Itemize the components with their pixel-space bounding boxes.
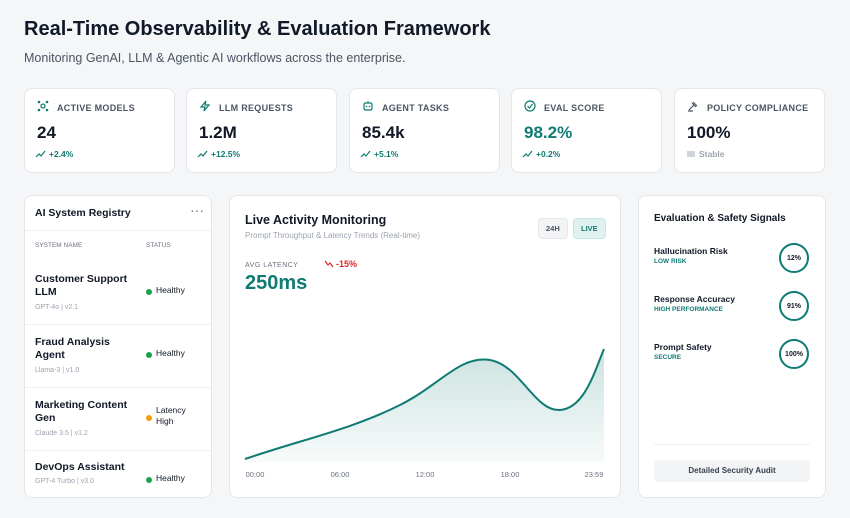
system-status: Healthy [156, 473, 185, 483]
audit-button[interactable]: Detailed Security Audit [654, 460, 810, 482]
metric-label: AVG LATENCY [245, 262, 299, 269]
live-button[interactable]: LIVE [573, 218, 606, 239]
kpi-value: 1.2M [199, 123, 237, 142]
signal-name: Response Accuracy [654, 294, 735, 304]
system-model: GPT-4 Turbo | v3.0 [35, 478, 95, 485]
kpi-label: AGENT TASKS [382, 103, 450, 113]
kpi-value: 100% [687, 123, 731, 142]
kpi-card: AGENT TASKS 85.4k +5.1% [349, 88, 500, 173]
icon [522, 150, 533, 158]
card-subtitle: Prompt Throughput & Latency Trends (Real… [245, 231, 421, 240]
icon [687, 151, 695, 157]
status-dot [146, 415, 152, 421]
system-model: GPT-4o | v2.1 [35, 304, 79, 311]
kpi-change: +5.1% [374, 149, 399, 159]
icon [35, 150, 46, 158]
kpi-label: ACTIVE MODELS [57, 103, 135, 113]
system-name: DevOps Assistant [35, 461, 125, 473]
page-title: Real-Time Observability & Evaluation Fra… [24, 18, 491, 40]
signal-name: Hallucination Risk [654, 246, 728, 256]
x-axis-label: 18:00 [500, 470, 520, 479]
signal-gauge: 12% [779, 243, 809, 273]
card-title: AI System Registry [35, 207, 131, 219]
x-axis-label: 12:00 [415, 470, 435, 479]
x-axis-label: 23:59 [584, 470, 604, 479]
icon [363, 101, 373, 111]
trend-down-icon [324, 260, 334, 268]
system-name: Marketing Content Gen [35, 399, 128, 424]
x-axis-label: 06:00 [330, 470, 350, 479]
system-status: Latency High [156, 405, 186, 426]
row-divider [25, 387, 211, 388]
icon [688, 101, 698, 112]
signal-name: Prompt Safety [654, 342, 712, 352]
status-dot [146, 477, 152, 483]
kpi-card: ACTIVE MODELS 24 +2.4% [24, 88, 175, 173]
registry-card: AI System Registry ··· SYSTEM NAME STATU… [24, 195, 212, 498]
metric-value: 250ms [245, 272, 308, 294]
x-axis-label: 00:00 [245, 470, 265, 479]
range-button[interactable]: 24H [538, 218, 568, 239]
kpi-label: LLM REQUESTS [219, 103, 294, 113]
more-button[interactable]: ··· [190, 202, 204, 218]
column-header: STATUS [146, 242, 171, 249]
status-dot [146, 289, 152, 295]
kpi-card: EVAL SCORE 98.2% +0.2% [511, 88, 662, 173]
system-status: Healthy [156, 348, 185, 358]
system-name: Customer Support LLM [35, 273, 128, 298]
column-header: SYSTEM NAME [35, 242, 83, 249]
kpi-value: 24 [37, 123, 56, 142]
kpi-change: Stable [699, 149, 725, 159]
signal-gauge: 100% [779, 339, 809, 369]
icon [197, 150, 208, 158]
kpi-card: POLICY COMPLIANCE 100% Stable [674, 88, 825, 173]
kpi-change: +12.5% [211, 149, 241, 159]
metric-delta: -15% [336, 259, 358, 269]
row-divider [25, 324, 211, 325]
system-model: Llama-3 | v1.0 [35, 367, 80, 374]
card-title: Evaluation & Safety Signals [654, 213, 786, 224]
signal-level: SECURE [654, 354, 682, 361]
signal-level: LOW RISK [654, 258, 687, 265]
icon [524, 100, 536, 112]
kpi-card: LLM REQUESTS 1.2M +12.5% [186, 88, 337, 173]
icon [360, 150, 371, 158]
system-model: Claude 3.5 | v1.2 [35, 430, 88, 437]
system-name: Fraud Analysis Agent [35, 336, 110, 361]
page-subtitle: Monitoring GenAI, LLM & Agentic AI workf… [24, 51, 406, 65]
row-divider [25, 450, 211, 451]
status-dot [146, 352, 152, 358]
kpi-label: POLICY COMPLIANCE [707, 103, 809, 113]
kpi-change: +0.2% [536, 149, 561, 159]
card-title: Live Activity Monitoring [245, 213, 387, 227]
signal-gauge: 91% [779, 291, 809, 321]
icon [37, 100, 49, 112]
system-status: Healthy [156, 285, 185, 295]
kpi-value: 85.4k [362, 123, 405, 142]
icon [199, 100, 211, 112]
kpi-label: EVAL SCORE [544, 103, 605, 113]
kpi-value: 98.2% [524, 123, 573, 142]
signal-level: HIGH PERFORMANCE [654, 306, 723, 313]
signals-card: Evaluation & Safety Signals Hallucinatio… [638, 195, 826, 498]
kpi-change: +2.4% [49, 149, 74, 159]
